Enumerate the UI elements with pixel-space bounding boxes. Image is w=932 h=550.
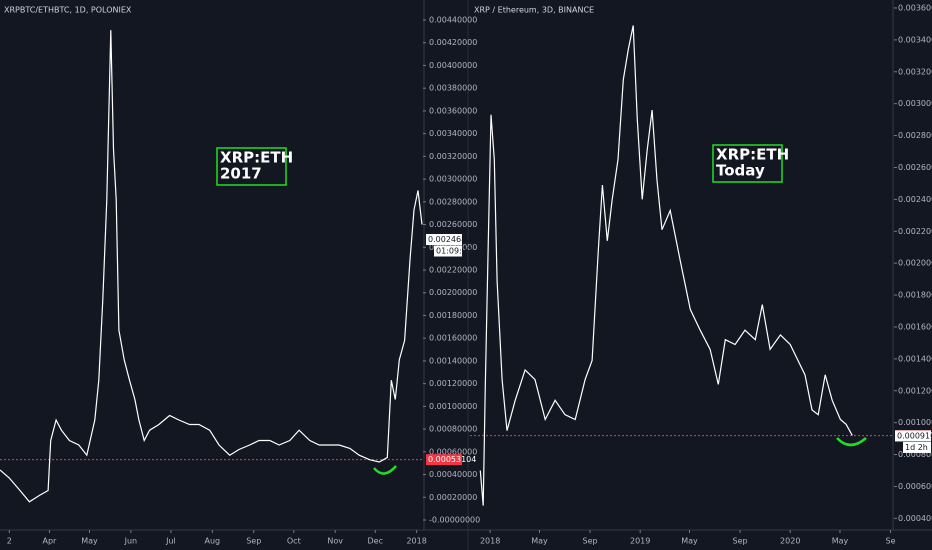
x-tick-label: May [81,537,98,546]
y-tick-label: 0.00120000 [898,386,932,395]
annotation-text: 2017 [220,165,262,183]
y-tick-label: 0.00320000 [898,67,932,76]
annotation-box [216,147,287,186]
y-tick-label: 0.00360000 [429,106,477,115]
y-tick-label: 0.00240000 [898,195,932,204]
x-tick-label: May [681,537,698,546]
y-tick-label: 0.00020000 [429,493,477,502]
x-tick-label: Aug [205,537,221,546]
y-tick-label: 0.00060000 [898,482,932,491]
price-tag-label: 0.00246826 [428,235,476,244]
x-tick-label: Jul [165,537,176,546]
y-tick-label: 0.00340000 [898,35,932,44]
y-tick-label: 0.00120000 [429,379,477,388]
x-tick-label: Apr [42,537,57,546]
y-tick-label: 0.00200000 [898,259,932,268]
countdown-label: 01:09:27 [436,247,472,256]
highlight-arc [836,437,867,447]
highlight-arc [373,465,397,475]
y-tick-label: 0.00380000 [429,84,477,93]
y-tick-label: 0.00080000 [898,450,932,459]
annotation-text: XRP:ETH [716,146,789,164]
y-tick-label: 0.00160000 [898,322,932,331]
x-tick-label: Dec [368,537,383,546]
annotation-text: XRP:ETH [220,149,293,167]
y-tick-label: 0.00400000 [429,61,477,70]
reference-tag-label: 0.00053104 [428,455,476,464]
y-tick-label: 0.00440000 [429,16,477,25]
y-tick-label: 0.00100000 [898,418,932,427]
y-tick-label: 0.00360000 [898,3,932,12]
chart-title: XRPBTC/ETHBTC, 1D, POLONIEX [4,6,132,15]
x-tick-label: 2 [7,537,12,546]
annotation-box [712,144,783,183]
y-tick-label: 0.00100000 [429,402,477,411]
price-tag [426,234,462,246]
y-tick-label: 0.00180000 [898,291,932,300]
x-tick-label: Nov [327,537,343,546]
x-tick-label: 2019 [630,537,650,546]
price-line [0,30,423,503]
countdown-label: 1d 2h [905,443,928,452]
y-tick-label: 0.00200000 [429,288,477,297]
y-tick-label: 0.00180000 [429,311,477,320]
y-tick-label: 0.00300000 [898,99,932,108]
x-tick-label: May [832,537,849,546]
y-tick-label: 0.00040000 [429,470,477,479]
countdown-tag [434,245,462,257]
y-tick-label: 0.00320000 [429,152,477,161]
y-tick-label: 0.00300000 [429,175,477,184]
y-tick-label: 0.00140000 [898,354,932,363]
y-tick-label: 0.00260000 [429,220,477,229]
x-tick-label: Jun [124,537,138,546]
x-tick-label: May [531,537,548,546]
y-tick-label: 0.00280000 [898,131,932,140]
y-tick-label: 0.00080000 [429,425,477,434]
price-tag-label: 0.00091676 [897,431,932,440]
x-tick-label: Sep [733,537,748,546]
chart-title: XRP / Ethereum, 3D, BINANCE [474,6,594,15]
y-tick-label: 0.00140000 [429,356,477,365]
x-tick-label: Oct [287,537,301,546]
annotation-text: Today [716,162,765,180]
y-tick-label: 0.00340000 [429,129,477,138]
price-tag [895,430,931,442]
reference-tag [426,454,462,466]
x-tick-label: Sep [246,537,261,546]
x-tick-label: Sep [582,537,597,546]
y-tick-label: 0.00280000 [429,197,477,206]
y-tick-label: 0.00160000 [429,334,477,343]
countdown-tag [903,441,931,453]
x-tick-label: 2020 [780,537,800,546]
y-tick-label: 0.00220000 [429,266,477,275]
x-tick-label: 2018 [406,537,426,546]
y-tick-label: 0.00040000 [898,514,932,523]
y-tick-label: 0.00420000 [429,38,477,47]
y-tick-label: 0.00260000 [898,163,932,172]
y-tick-label: -0.00000000 [429,516,480,525]
x-tick-label: 2018 [480,537,500,546]
y-tick-label: 0.00220000 [898,227,932,236]
price-line [479,25,853,506]
y-tick-label: 0.00060000 [429,447,477,456]
x-tick-label: Se [886,537,896,546]
